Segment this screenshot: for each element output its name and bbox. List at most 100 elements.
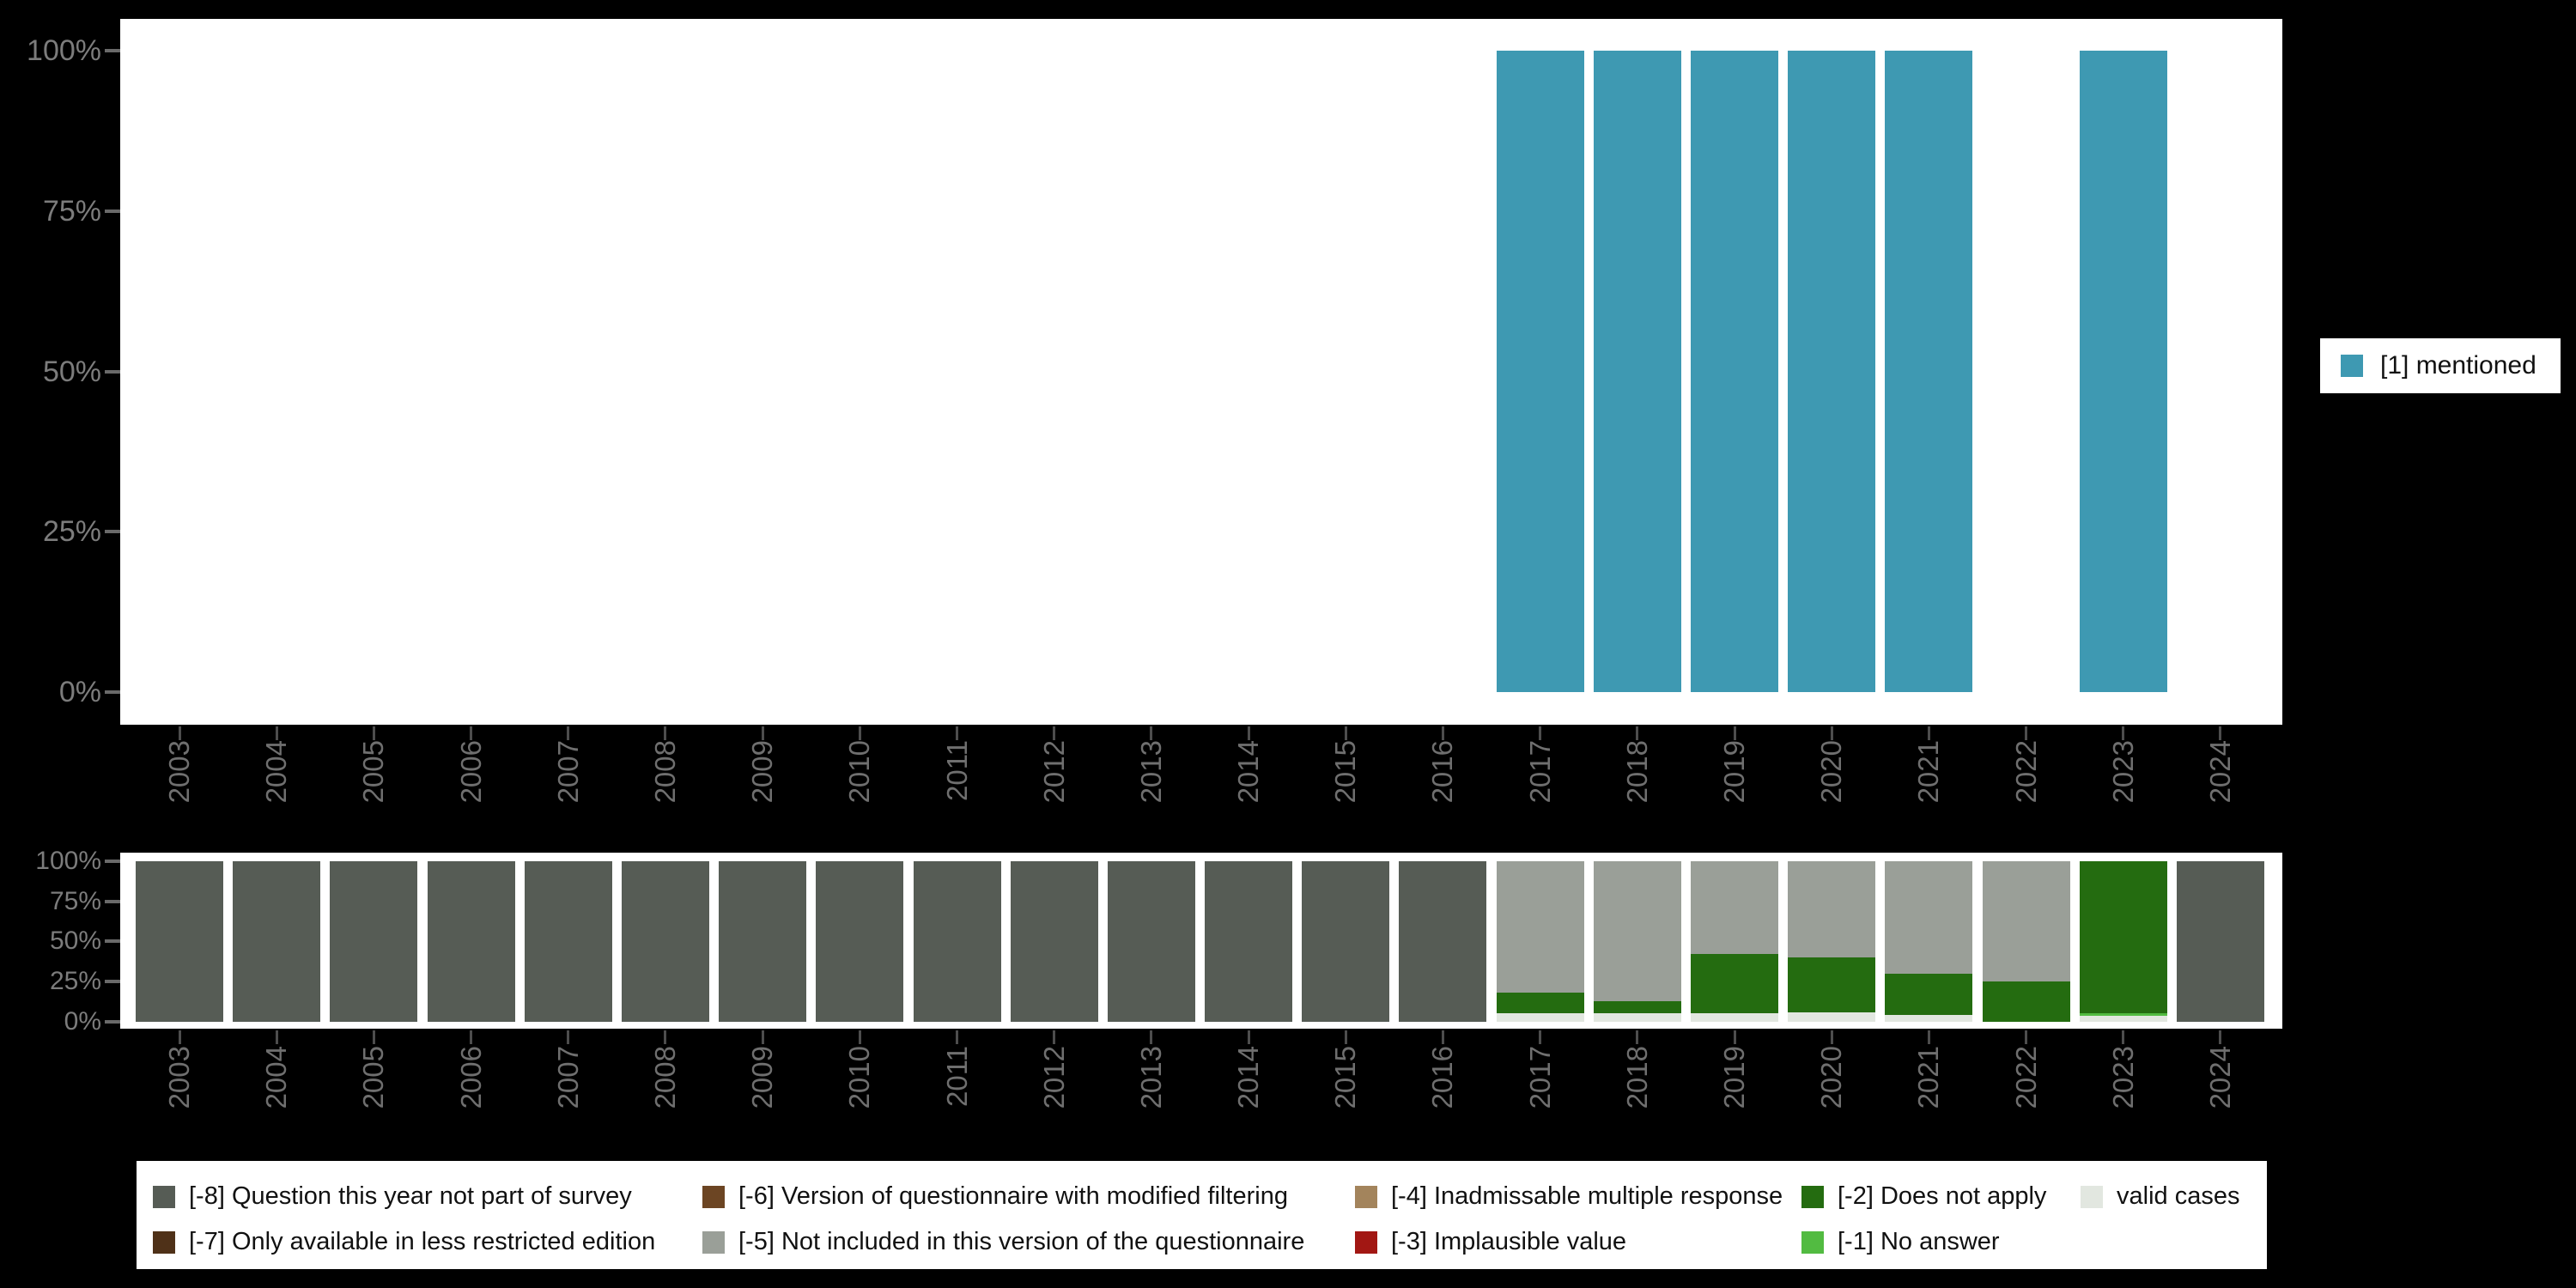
bar-segment xyxy=(1496,1013,1584,1022)
year-label: 2011 xyxy=(940,1046,973,1107)
year-tick xyxy=(858,1030,861,1044)
year-tick xyxy=(1830,726,1833,740)
bar-segment xyxy=(1691,1013,1779,1022)
legend-item-label: [-2] Does not apply xyxy=(1838,1182,2047,1210)
year-tick xyxy=(1539,726,1542,740)
bar xyxy=(524,861,612,1022)
m6-swatch-icon xyxy=(702,1185,725,1208)
bar-segment xyxy=(1691,861,1779,955)
year-tick xyxy=(1247,726,1250,740)
m5-swatch-icon xyxy=(702,1230,725,1254)
bar-segment xyxy=(1593,1000,1681,1014)
year-label: 2021 xyxy=(1912,740,1945,804)
bar xyxy=(1496,861,1584,1022)
year-label: 2009 xyxy=(746,1046,779,1109)
bar xyxy=(1302,861,1390,1022)
year-label: 2005 xyxy=(357,740,390,804)
mentioned-swatch-icon xyxy=(2341,355,2363,377)
bar-segment xyxy=(1788,957,1876,1012)
legend-item-label: [-6] Version of questionnaire with modif… xyxy=(738,1182,1288,1210)
year-label: 2023 xyxy=(2106,1046,2139,1109)
year-label: 2015 xyxy=(1329,1046,1362,1109)
bar-segment xyxy=(1205,861,1293,1022)
year-label: 2016 xyxy=(1426,1046,1459,1109)
year-tick xyxy=(761,1030,764,1044)
year-label: 2023 xyxy=(2106,740,2139,804)
bar xyxy=(136,861,223,1022)
year-tick xyxy=(178,726,181,740)
year-tick xyxy=(1150,726,1153,740)
bar xyxy=(427,861,515,1022)
y-tick-label: 25% xyxy=(49,967,101,996)
legend-item: [-4] Inadmissable multiple response xyxy=(1355,1182,1783,1211)
year-label: 2020 xyxy=(1815,740,1848,804)
bar xyxy=(2176,861,2264,1022)
year-label: 2014 xyxy=(1232,1046,1265,1109)
y-tick-label: 50% xyxy=(42,355,101,388)
bar-segment xyxy=(1010,861,1098,1022)
y-tick-label: 0% xyxy=(64,1006,101,1036)
year-tick xyxy=(1247,1030,1250,1044)
year-tick xyxy=(1344,726,1347,740)
legend-item: [-1] No answer xyxy=(1801,1228,2000,1256)
bar-segment xyxy=(524,861,612,1022)
bar-segment xyxy=(2079,1013,2167,1017)
bar-segment xyxy=(816,861,904,1022)
year-label: 2008 xyxy=(648,1046,681,1109)
year-tick xyxy=(1733,726,1736,740)
m7-swatch-icon xyxy=(153,1230,175,1254)
y-tick xyxy=(105,209,120,213)
legend-item-label: [-8] Question this year not part of surv… xyxy=(189,1182,632,1210)
year-tick xyxy=(275,726,278,740)
y-tick-label: 75% xyxy=(49,886,101,915)
legend-item-label: [-5] Not included in this version of the… xyxy=(738,1228,1305,1255)
year-tick xyxy=(1150,1030,1153,1044)
bar-segment xyxy=(1788,51,1876,692)
bar xyxy=(233,861,321,1022)
year-label: 2010 xyxy=(843,740,876,804)
y-tick xyxy=(105,980,120,984)
legend-item-label: [-3] Implausible value xyxy=(1391,1228,1627,1255)
bar xyxy=(1593,51,1681,692)
legend-item-label: [-7] Only available in less restricted e… xyxy=(189,1228,656,1255)
bar xyxy=(1885,861,1973,1022)
legend-item: [-2] Does not apply xyxy=(1801,1182,2046,1211)
bar-segment xyxy=(1399,861,1487,1022)
year-label: 2005 xyxy=(357,1046,390,1109)
year-label: 2007 xyxy=(551,740,584,804)
bar xyxy=(330,861,418,1022)
y-tick-label: 75% xyxy=(42,194,101,228)
y-tick-label: 0% xyxy=(58,676,101,708)
y-tick xyxy=(105,369,120,374)
year-tick xyxy=(858,726,861,740)
bar xyxy=(719,861,807,1022)
year-label: 2013 xyxy=(1134,740,1167,804)
bar xyxy=(1496,51,1584,692)
year-tick xyxy=(1441,1030,1444,1044)
bar xyxy=(913,861,1001,1022)
year-tick xyxy=(1927,726,1930,740)
bar-segment xyxy=(2079,1016,2167,1022)
year-tick xyxy=(470,726,473,740)
year-label: 2017 xyxy=(1523,740,1556,804)
year-tick xyxy=(2025,726,2028,740)
year-tick xyxy=(1344,1030,1347,1044)
bar xyxy=(1107,861,1195,1022)
year-label: 2022 xyxy=(2009,740,2042,804)
y-tick xyxy=(105,899,120,903)
year-label: 2008 xyxy=(648,740,681,804)
year-tick xyxy=(1636,726,1639,740)
legend-item-label: valid cases xyxy=(2117,1182,2240,1210)
year-tick xyxy=(664,726,667,740)
bar-segment xyxy=(719,861,807,1022)
year-tick xyxy=(372,726,375,740)
year-tick xyxy=(664,1030,667,1044)
bar-segment xyxy=(427,861,515,1022)
year-label: 2009 xyxy=(746,740,779,804)
bar-segment xyxy=(1885,1015,1973,1022)
year-tick xyxy=(275,1030,278,1044)
y-tick-label: 25% xyxy=(42,515,101,549)
year-tick xyxy=(2219,726,2222,740)
bar xyxy=(1205,861,1293,1022)
